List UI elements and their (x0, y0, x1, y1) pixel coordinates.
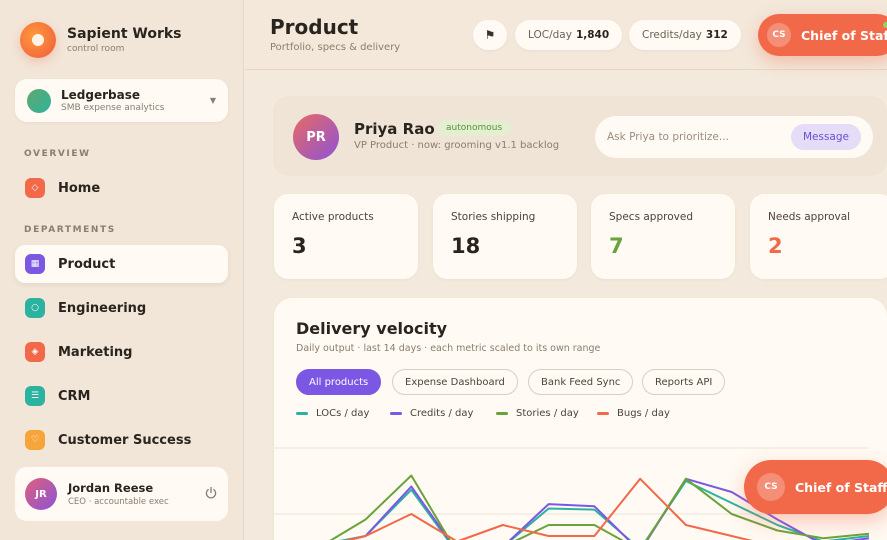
chief-of-staff-avatar: CS (767, 23, 791, 47)
brand-name: Sapient Works (67, 26, 182, 42)
stat-value: 3 (292, 234, 307, 258)
chief-of-staff-label: Chief of Staff (795, 479, 887, 495)
stat-value: 18 (451, 234, 481, 258)
sidebar: Sapient Works control room Ledgerbase SM… (0, 0, 244, 540)
filter-bank-feed-sync[interactable]: Bank Feed Sync (528, 369, 634, 395)
legend-item-credits: Credits / day (390, 408, 473, 419)
stat-value: 7 (609, 234, 624, 258)
avatar: JR (25, 478, 57, 510)
sidebar-item-product[interactable]: ▦ Product (15, 245, 228, 283)
stat-card-active-products[interactable]: Active products 3 (274, 194, 418, 279)
chief-of-staff-label: Chief of Staff (801, 27, 887, 43)
legend-swatch (390, 412, 402, 415)
exec-name: Priya Rao (354, 120, 435, 138)
stat-card-needs-approval[interactable]: Needs approval 2 (750, 194, 887, 279)
page-header: Product Portfolio, specs & delivery ⚑ LO… (245, 0, 887, 70)
loc-value: 1,840 (575, 29, 610, 41)
loc-label: LOC/day (528, 29, 572, 41)
legend-label: Stories / day (516, 408, 579, 419)
velocity-chart (274, 447, 870, 540)
page-title: Product (270, 15, 359, 39)
flag-icon: ⚑ (484, 28, 496, 42)
product-icon: ▦ (25, 254, 45, 274)
legend-label: Credits / day (410, 408, 474, 419)
chart-subtitle: Daily output · last 14 days · each metri… (296, 343, 601, 354)
heart-icon: ♡ (25, 430, 45, 450)
ask-input[interactable]: Ask Priya to prioritize... Message (595, 116, 873, 158)
series-line-3 (329, 474, 870, 540)
user-name: Jordan Reese (68, 481, 154, 495)
legend-swatch (296, 412, 308, 415)
stat-label: Stories shipping (451, 211, 536, 223)
engineering-icon: ○ (25, 298, 45, 318)
legend-label: LOCs / day (316, 408, 370, 419)
brand[interactable]: Sapient Works control room (20, 22, 182, 58)
stat-label: Specs approved (609, 211, 693, 223)
marketing-icon: ◈ (25, 342, 45, 362)
user-card[interactable]: JR Jordan Reese CEO · accountable exec (15, 467, 228, 521)
sidebar-item-home[interactable]: ◇ Home (15, 169, 228, 207)
page-subtitle: Portfolio, specs & delivery (270, 42, 401, 53)
sidebar-item-label: CRM (58, 388, 91, 404)
status-badge: autonomous (437, 120, 512, 136)
stat-card-specs-approved[interactable]: Specs approved 7 (591, 194, 735, 279)
sidebar-item-marketing[interactable]: ◈ Marketing (15, 333, 228, 371)
sidebar-item-label: Product (58, 256, 116, 272)
crm-icon: ☰ (25, 386, 45, 406)
exec-card: PR Priya Rao autonomous VP Product · now… (273, 96, 887, 176)
sidebar-item-label: Engineering (58, 300, 147, 316)
section-label-departments: DEPARTMENTS (24, 225, 116, 235)
chief-of-staff-floating-button[interactable]: CS Chief of Staff (744, 460, 887, 514)
legend-swatch (597, 412, 609, 415)
workspace-name: Ledgerbase (61, 88, 140, 102)
credits-value: 312 (705, 29, 728, 41)
stat-label: Needs approval (768, 211, 851, 223)
avatar[interactable]: PR (293, 114, 339, 160)
sidebar-item-label: Home (58, 180, 101, 196)
legend-item-bugs: Bugs / day (597, 408, 670, 419)
user-role: CEO · accountable exec (68, 497, 169, 507)
legend-item-stories: Stories / day (496, 408, 579, 419)
section-label-overview: OVERVIEW (24, 149, 91, 159)
legend-item-locs: LOCs / day (296, 408, 369, 419)
workspace-subtitle: SMB expense analytics (61, 103, 165, 113)
sidebar-item-label: Customer Success (58, 432, 192, 448)
flag-button[interactable]: ⚑ (473, 20, 507, 50)
credits-label: Credits/day (642, 29, 702, 41)
credits-per-day-pill: Credits/day 312 (629, 20, 741, 50)
chevron-down-icon: ▼ (209, 96, 216, 105)
brand-logo-icon (20, 22, 56, 58)
sidebar-item-label: Marketing (58, 344, 133, 360)
workspace-avatar (27, 88, 51, 113)
sidebar-item-engineering[interactable]: ○ Engineering (15, 289, 228, 327)
message-button[interactable]: Message (790, 124, 861, 150)
stat-value: 2 (768, 234, 783, 258)
series-line-2 (344, 477, 870, 540)
stat-label: Active products (292, 211, 374, 223)
power-icon[interactable] (204, 486, 218, 500)
loc-per-day-pill: LOC/day 1,840 (515, 20, 623, 50)
sidebar-item-crm[interactable]: ☰ CRM (15, 377, 228, 415)
chief-of-staff-button[interactable]: CS Chief of Staff (758, 14, 887, 56)
brand-subtitle: control room (67, 44, 125, 54)
chart-title: Delivery velocity (296, 319, 448, 338)
online-status-dot (883, 22, 887, 28)
exec-subtitle: VP Product · now: grooming v1.1 backlog (354, 140, 560, 151)
filter-reports-api[interactable]: Reports API (642, 369, 726, 395)
legend-swatch (496, 412, 508, 415)
home-icon: ◇ (25, 178, 45, 198)
filter-all-products[interactable]: All products (296, 369, 382, 395)
stat-card-stories-shipping[interactable]: Stories shipping 18 (433, 194, 577, 279)
series-line-4 (344, 477, 753, 540)
ask-input-placeholder: Ask Priya to prioritize... (607, 131, 729, 143)
filter-expense-dashboard[interactable]: Expense Dashboard (392, 369, 518, 395)
legend-label: Bugs / day (617, 408, 670, 419)
sidebar-item-customer-success[interactable]: ♡ Customer Success (15, 421, 228, 459)
chief-of-staff-avatar: CS (757, 473, 785, 501)
workspace-selector[interactable]: Ledgerbase SMB expense analytics ▼ (15, 79, 228, 122)
